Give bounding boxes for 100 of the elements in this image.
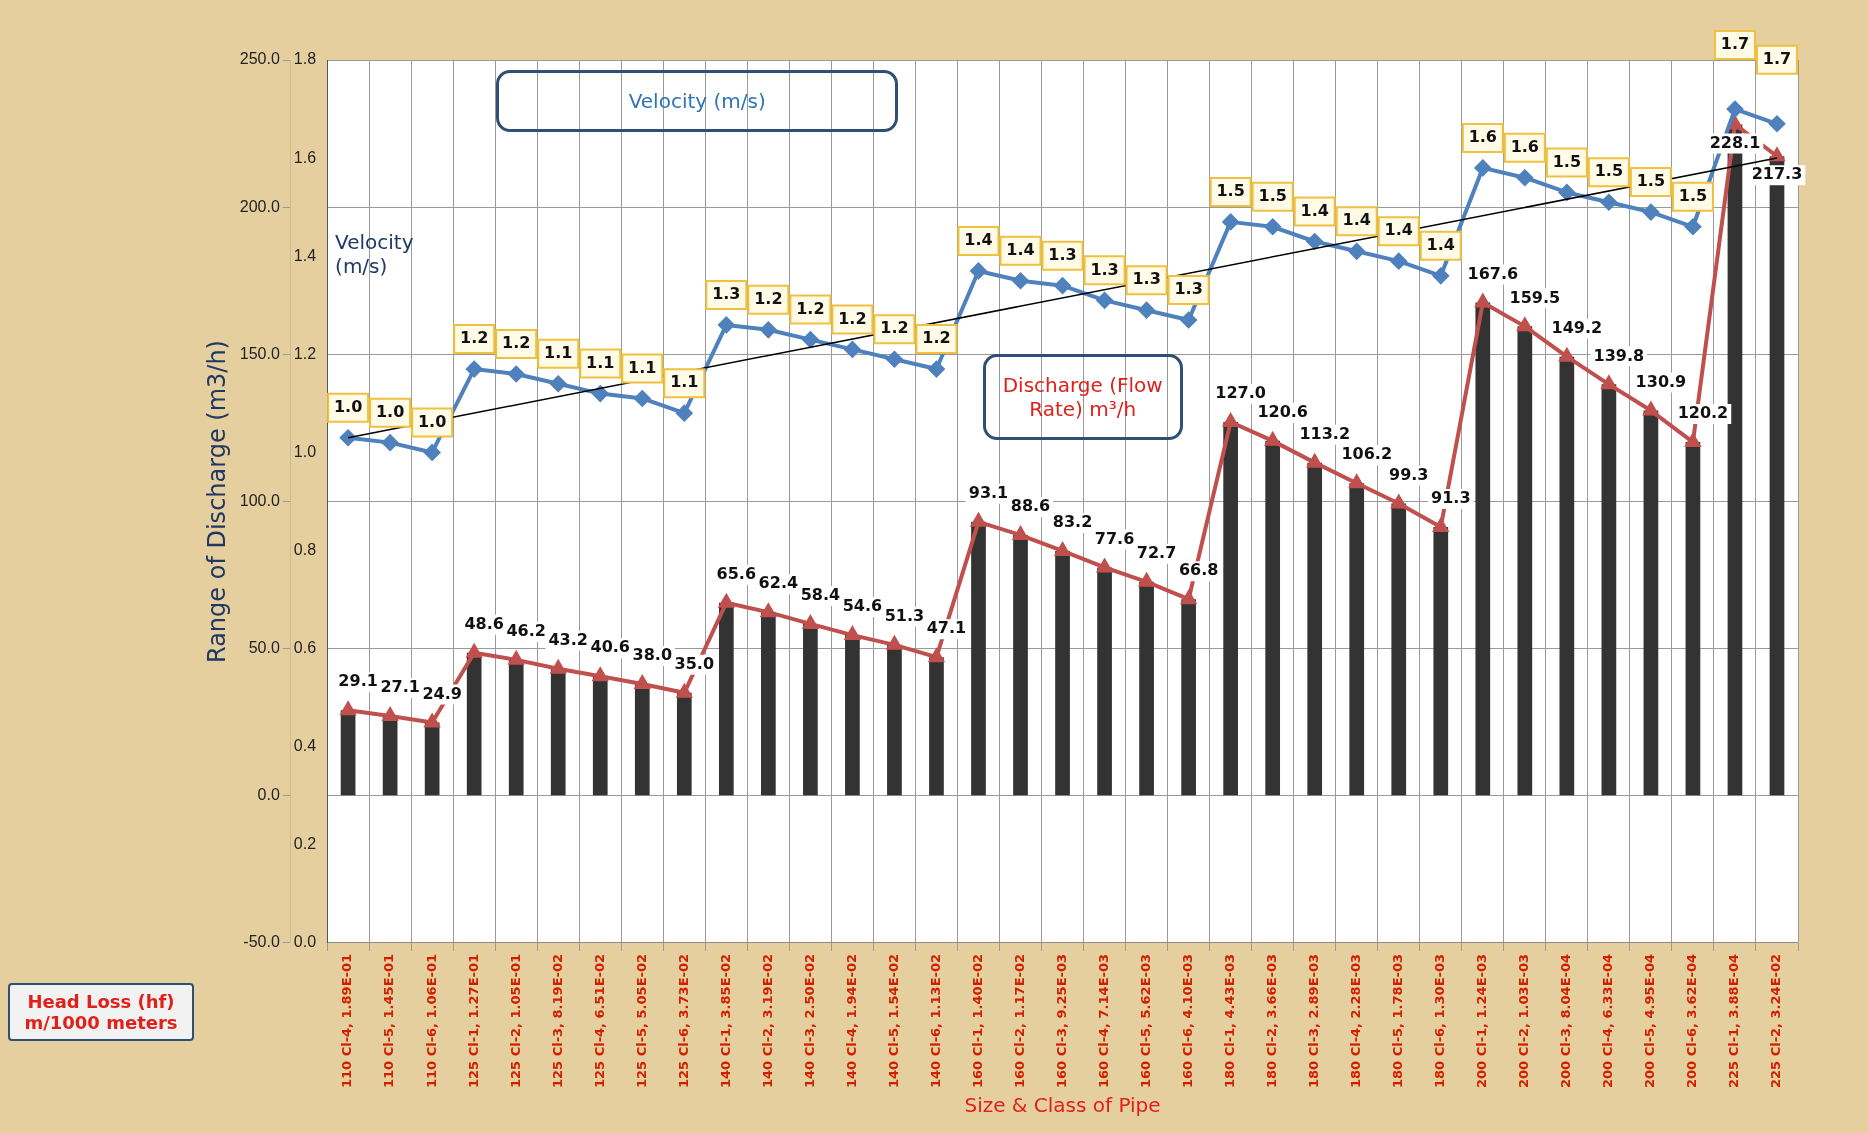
data-label: 91.3 bbox=[1431, 488, 1471, 508]
y2-tick-label: 0.0 bbox=[293, 933, 317, 951]
y2-tick-label: 1.6 bbox=[293, 148, 317, 166]
data-label: 1.3 bbox=[1174, 279, 1203, 299]
data-label: 228.1 bbox=[1709, 132, 1761, 152]
x-tick-label: 140 Cl-3, 2.50E-02 bbox=[801, 953, 817, 1089]
point bbox=[1517, 318, 1533, 332]
point bbox=[1222, 213, 1239, 230]
data-label: 40.6 bbox=[590, 637, 630, 657]
data-label: 1.4 bbox=[964, 230, 993, 250]
data-label: 1.0 bbox=[375, 401, 405, 421]
x-tick-label: 140 Cl-5, 1.54E-02 bbox=[885, 953, 901, 1089]
point bbox=[382, 434, 399, 451]
data-label: 127.0 bbox=[1215, 383, 1266, 403]
y-tick-label: 200.0 bbox=[239, 197, 280, 215]
data-label: 1.6 bbox=[1510, 136, 1539, 156]
point bbox=[1558, 346, 1575, 362]
point bbox=[1642, 204, 1659, 221]
data-label: 1.0 bbox=[417, 411, 447, 431]
point bbox=[761, 604, 776, 618]
data-label: 65.6 bbox=[716, 563, 757, 583]
bar bbox=[971, 521, 986, 796]
x-tick-label: 160 Cl-5, 5.62E-03 bbox=[1137, 953, 1153, 1089]
x-tick-label: 140 Cl-4, 1.94E-02 bbox=[843, 953, 859, 1089]
data-label: 1.4 bbox=[1342, 210, 1371, 230]
point bbox=[423, 712, 441, 728]
data-label: 1.1 bbox=[544, 342, 573, 362]
point bbox=[970, 262, 987, 279]
data-label: 1.5 bbox=[1216, 181, 1245, 201]
y-tick-label: 250.0 bbox=[239, 50, 280, 68]
bar bbox=[1475, 302, 1491, 796]
data-label: 83.2 bbox=[1052, 512, 1093, 532]
y-tick-label: 0.0 bbox=[257, 786, 280, 804]
point bbox=[1181, 591, 1196, 605]
data-label: 1.1 bbox=[586, 352, 615, 372]
x-tick-label: 140 Cl-2, 3.19E-02 bbox=[759, 953, 775, 1089]
point bbox=[1306, 452, 1322, 468]
data-label: 88.6 bbox=[1010, 496, 1051, 516]
data-label: 1.5 bbox=[1258, 185, 1287, 205]
x-tick-label: 200 Cl-2, 1.03E-03 bbox=[1516, 953, 1532, 1089]
point bbox=[845, 627, 860, 641]
data-label: 1.2 bbox=[502, 333, 531, 353]
x-tick-label: 200 Cl-5, 4.95E-04 bbox=[1642, 953, 1658, 1089]
point bbox=[1264, 430, 1280, 446]
bar bbox=[718, 602, 734, 796]
x-tick-label: 200 Cl-1, 1.24E-03 bbox=[1474, 953, 1490, 1089]
data-label: 1.5 bbox=[1594, 161, 1624, 181]
bar bbox=[1181, 599, 1196, 796]
bar bbox=[550, 668, 566, 796]
x-tick-label: 180 Cl-1, 4.43E-03 bbox=[1222, 953, 1238, 1089]
point bbox=[1516, 169, 1533, 186]
point bbox=[1558, 184, 1575, 201]
bar bbox=[340, 710, 356, 796]
data-label: 1.2 bbox=[754, 288, 783, 308]
x-tick-label: 110 Cl-4, 1.89E-01 bbox=[339, 953, 355, 1089]
bar bbox=[1685, 442, 1701, 796]
y2-tick-label: 1.8 bbox=[293, 50, 317, 68]
x-tick-label: 225 Cl-2, 3.24E-02 bbox=[1768, 953, 1784, 1089]
x-tick-label: 125 Cl-1, 1.27E-01 bbox=[465, 953, 481, 1089]
bar bbox=[1517, 326, 1533, 796]
bar bbox=[676, 692, 692, 796]
data-label: 1.4 bbox=[1426, 235, 1455, 254]
point bbox=[549, 658, 567, 674]
x-tick-label: 140 Cl-6, 1.13E-02 bbox=[927, 953, 943, 1089]
point bbox=[382, 708, 398, 722]
x-tick-label: 110 Cl-6, 1.06E-01 bbox=[423, 953, 439, 1089]
point bbox=[507, 649, 525, 665]
point bbox=[676, 405, 693, 422]
data-label: 1.0 bbox=[333, 396, 363, 416]
y-tick-label: 150.0 bbox=[239, 344, 280, 362]
y-tick-label: 50.0 bbox=[248, 639, 280, 657]
bar bbox=[1013, 535, 1028, 796]
x-tick-label: 160 Cl-2, 1.17E-02 bbox=[1011, 953, 1027, 1089]
data-label: 35.0 bbox=[674, 653, 715, 673]
bar bbox=[887, 644, 902, 796]
point bbox=[1432, 267, 1449, 284]
y-tick-label: -50.0 bbox=[243, 933, 280, 951]
point bbox=[508, 365, 525, 382]
data-label: 1.7 bbox=[1762, 48, 1792, 68]
bar bbox=[592, 676, 608, 796]
data-label: 1.3 bbox=[1048, 244, 1077, 264]
data-label: 1.5 bbox=[1636, 171, 1666, 191]
bar bbox=[1307, 462, 1323, 796]
x-tick-label: 140 Cl-1, 3.85E-02 bbox=[717, 953, 733, 1089]
data-label: 159.5 bbox=[1509, 287, 1561, 307]
bar bbox=[803, 623, 818, 796]
point bbox=[593, 668, 608, 682]
point bbox=[1768, 115, 1785, 132]
data-label: 1.5 bbox=[1678, 185, 1708, 205]
bar bbox=[1433, 527, 1449, 796]
point bbox=[1390, 253, 1407, 270]
data-label: 99.3 bbox=[1389, 464, 1429, 484]
data-label: 51.3 bbox=[884, 605, 925, 625]
data-label: 106.2 bbox=[1341, 444, 1393, 464]
bar bbox=[424, 722, 440, 796]
data-label: 1.3 bbox=[1132, 269, 1161, 289]
point bbox=[718, 316, 735, 333]
bar bbox=[929, 657, 944, 796]
y2-tick-label: 0.8 bbox=[293, 540, 317, 558]
data-label: 120.2 bbox=[1677, 403, 1729, 423]
